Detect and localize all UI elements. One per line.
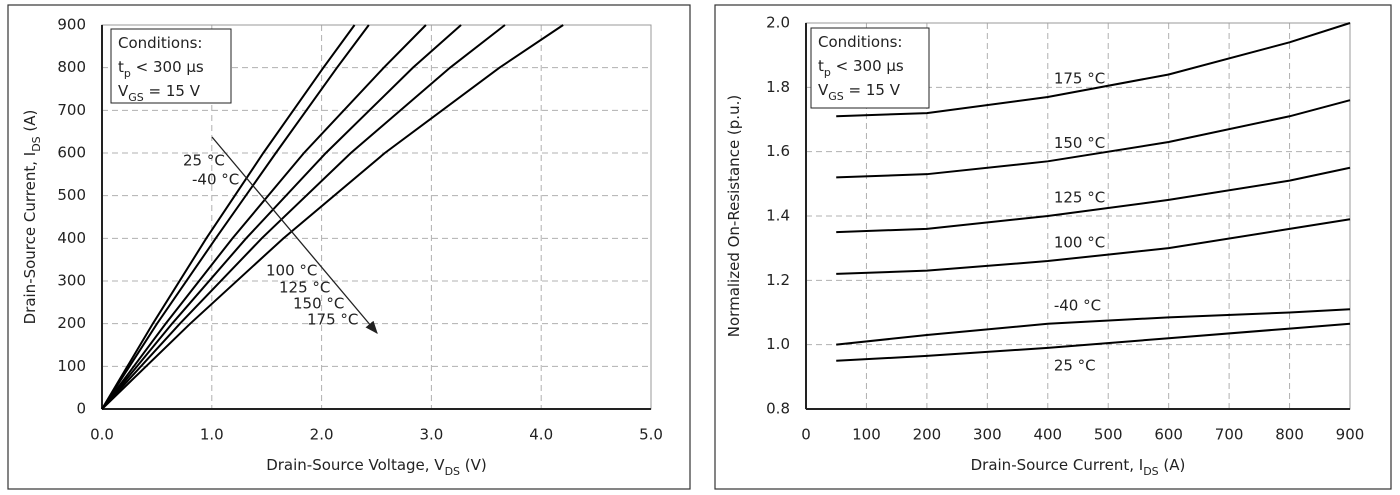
y-tick-label: 500: [57, 186, 86, 204]
text-run: Drain-Source Voltage, V: [266, 456, 445, 474]
conditions-text: tp < 300 µs: [818, 57, 904, 79]
subscript: GS: [128, 91, 144, 104]
x-tick-label: 400: [1033, 426, 1062, 444]
text-run: < 300 µs: [131, 58, 204, 76]
y-tick-label: 1.4: [766, 207, 790, 225]
series-label: 150 °C: [1054, 134, 1105, 152]
y-tick-label: 1.2: [766, 271, 790, 289]
text-run: Conditions:: [118, 34, 202, 52]
y-tick-label: 400: [57, 229, 86, 247]
series-label: 25 °C: [183, 152, 225, 170]
x-tick-label: 4.0: [529, 426, 553, 444]
data-line: [836, 22, 1351, 118]
series-label: 100 °C: [1054, 234, 1105, 252]
x-tick-label: 700: [1215, 426, 1244, 444]
text-run: = 15 V: [144, 82, 201, 100]
data-line: [101, 24, 370, 410]
x-tick-label: 800: [1275, 426, 1304, 444]
x-tick-label: 300: [973, 426, 1002, 444]
x-tick-label: 200: [913, 426, 942, 444]
y-tick-label: 600: [57, 144, 86, 162]
y-tick-label: 1.8: [766, 78, 790, 96]
text-run: Conditions:: [818, 33, 902, 51]
subscript: DS: [1143, 465, 1158, 478]
data-line: [836, 308, 1351, 346]
conditions-text: tp < 300 µs: [118, 58, 204, 80]
y-tick-label: 700: [57, 101, 86, 119]
y-tick-label: 0.8: [766, 400, 790, 418]
x-tick-label: 0: [801, 426, 811, 444]
series-label: 25 °C: [1054, 356, 1096, 374]
text-run: t: [818, 57, 824, 75]
data-line: [101, 24, 506, 410]
data-line: [101, 24, 462, 410]
conditions-text: Conditions:: [118, 34, 202, 52]
series-label: 175 °C: [307, 311, 358, 329]
text-run: (A): [21, 110, 39, 137]
data-line: [101, 24, 427, 410]
text-run: Drain-Source Current, I: [21, 152, 39, 325]
x-tick-label: 900: [1336, 426, 1365, 444]
text-run: V: [818, 81, 829, 99]
conditions-text: VGS = 15 V: [818, 81, 901, 103]
text-run: t: [118, 58, 124, 76]
subscript: DS: [30, 136, 43, 151]
y-tick-label: 800: [57, 58, 86, 76]
subscript: p: [824, 66, 831, 79]
text-run: < 300 µs: [831, 57, 904, 75]
y-tick-label: 1.6: [766, 142, 790, 160]
y-tick-label: 300: [57, 272, 86, 290]
data-line: [836, 218, 1351, 275]
y-tick-label: 1.0: [766, 335, 790, 353]
subscript: DS: [445, 465, 460, 478]
series-label: 125 °C: [279, 279, 330, 297]
text-run: V: [118, 82, 129, 100]
subscript: GS: [828, 90, 844, 103]
series-label: 175 °C: [1054, 69, 1105, 87]
data-line: [836, 166, 1351, 234]
data-line: [836, 99, 1351, 179]
text-run: Normalized On-Resistance (p.u.): [725, 95, 743, 337]
x-tick-label: 100: [852, 426, 881, 444]
y-tick-label: 200: [57, 314, 86, 332]
y-axis-label: Normalized On-Resistance (p.u.): [725, 95, 743, 337]
conditions-text: Conditions:: [818, 33, 902, 51]
text-run: Drain-Source Current, I: [971, 456, 1144, 474]
series-label: -40 °C: [192, 171, 239, 189]
panel-frame: [7, 4, 691, 490]
data-line: [101, 24, 564, 410]
series-label: 100 °C: [266, 262, 317, 280]
data-line: [836, 322, 1351, 362]
x-tick-label: 600: [1154, 426, 1183, 444]
x-tick-label: 0.0: [90, 426, 114, 444]
y-tick-label: 900: [57, 16, 86, 34]
text-run: (A): [1159, 456, 1186, 474]
x-tick-label: 1.0: [200, 426, 224, 444]
y-tick-label: 0: [76, 400, 86, 418]
x-tick-label: 2.0: [310, 426, 334, 444]
x-tick-label: 3.0: [419, 426, 443, 444]
arrow: [211, 136, 378, 334]
text-run: (V): [460, 456, 487, 474]
series-label: -40 °C: [1054, 296, 1101, 314]
conditions-text: VGS = 15 V: [118, 82, 201, 104]
data-line: [101, 24, 356, 410]
x-tick-label: 500: [1094, 426, 1123, 444]
y-tick-label: 2.0: [766, 14, 790, 32]
conditions-box: [110, 28, 232, 104]
x-tick-label: 5.0: [639, 426, 663, 444]
series-label: 125 °C: [1054, 189, 1105, 207]
conditions-box: [810, 27, 930, 109]
panel-frame: [714, 4, 1392, 490]
subscript: p: [124, 67, 131, 80]
series-label: 150 °C: [293, 295, 344, 313]
x-axis-label: Drain-Source Current, IDS (A): [971, 456, 1186, 478]
text-run: = 15 V: [844, 81, 901, 99]
y-tick-label: 100: [57, 357, 86, 375]
x-axis-label: Drain-Source Voltage, VDS (V): [266, 456, 487, 478]
y-axis-label: Drain-Source Current, IDS (A): [21, 110, 43, 325]
